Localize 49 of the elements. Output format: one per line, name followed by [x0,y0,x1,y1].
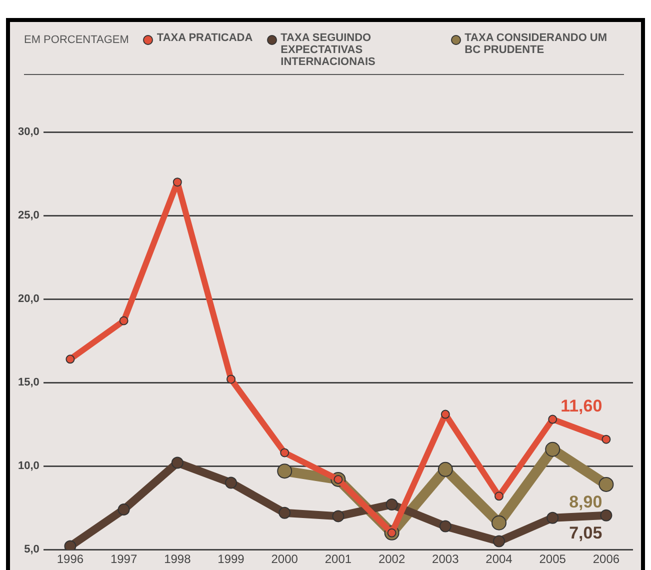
point [493,535,505,548]
point [440,410,450,419]
y-tick-label: 30,0 [18,126,40,138]
point [280,448,290,458]
x-tick-label: 2006 [592,552,620,566]
legend-label: TAXA CONSIDERANDO UM BC PRUDENTE [464,32,608,56]
point [438,462,453,477]
data-label: 8,90 [569,492,602,512]
data-label: 7,05 [569,524,602,543]
x-tick-label: 1996 [56,552,84,566]
x-tick-label: 2001 [324,552,352,566]
point [226,374,236,384]
point [225,476,238,489]
x-tick-label: 2005 [539,552,566,566]
x-tick-label: 1997 [110,552,138,566]
x-tick-label: 1999 [218,552,245,566]
x-tick-label: 2003 [432,552,460,566]
point [118,504,130,516]
point [172,178,182,187]
point [171,456,184,469]
point [600,509,612,522]
point [548,414,558,424]
point [66,354,75,364]
legend-label: TAXA PRATICADA [156,32,253,44]
point [119,316,128,326]
point [494,492,504,501]
legend-label: TAXA SEGUINDO EXPECTATIVAS INTERNACIONAIS [280,32,376,68]
point [546,512,559,524]
y-tick-label: 5,0 [24,544,40,556]
point [64,540,76,550]
legend-title: EM PORCENTAGEM [24,33,129,46]
x-tick-label: 2002 [378,552,406,566]
point [598,476,614,492]
y-tick-label: 20,0 [18,293,40,306]
point [332,510,344,522]
point [278,506,291,519]
y-tick-label: 15,0 [18,376,40,389]
x-tick-label: 2000 [271,552,298,566]
y-tick-label: 10,0 [18,460,40,472]
data-label: 11,60 [560,396,602,416]
y-tick-label: 25,0 [18,210,40,222]
x-tick-label: 1998 [164,552,192,566]
point [386,498,398,510]
point [277,464,292,479]
point [492,515,506,530]
point [602,434,611,444]
x-tick-label: 2004 [486,552,513,566]
point [439,520,452,532]
point [545,442,560,457]
